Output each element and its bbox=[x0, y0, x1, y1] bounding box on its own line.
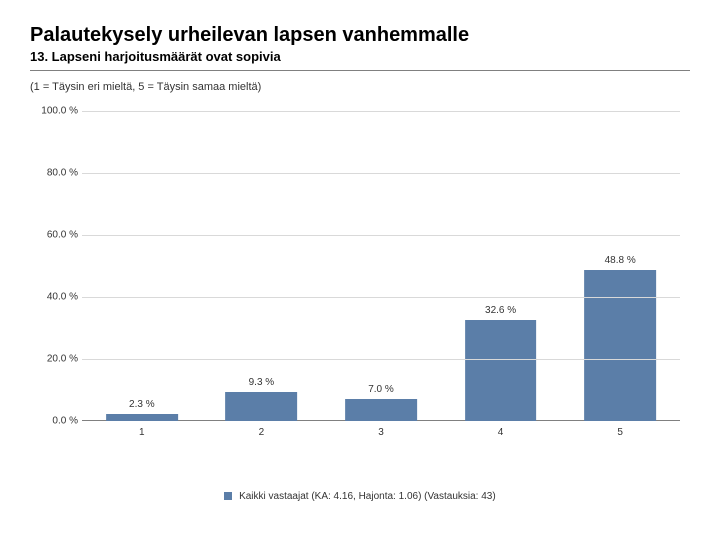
y-tick-label: 40.0 % bbox=[30, 292, 78, 303]
x-tick-label: 5 bbox=[617, 427, 623, 438]
y-tick-label: 100.0 % bbox=[30, 106, 78, 117]
bar-value-label: 32.6 % bbox=[485, 305, 516, 316]
question-subtitle: 13. Lapseni harjoitusmäärät ovat sopivia bbox=[30, 49, 690, 64]
bar-value-label: 2.3 % bbox=[129, 399, 155, 410]
grid-line bbox=[82, 297, 680, 298]
bar bbox=[106, 414, 178, 421]
bar-slot: 7.0 %3 bbox=[321, 111, 441, 421]
x-tick-label: 4 bbox=[498, 427, 504, 438]
bar bbox=[584, 270, 656, 421]
bar bbox=[226, 392, 298, 421]
bar-value-label: 7.0 % bbox=[368, 384, 394, 395]
grid-line bbox=[82, 173, 680, 174]
y-tick-label: 60.0 % bbox=[30, 230, 78, 241]
legend-swatch bbox=[224, 492, 232, 500]
bar bbox=[465, 320, 537, 421]
page: Palautekysely urheilevan lapsen vanhemma… bbox=[0, 0, 720, 540]
bar bbox=[345, 399, 417, 421]
bar-value-label: 48.8 % bbox=[605, 255, 636, 266]
bar-slot: 2.3 %1 bbox=[82, 111, 202, 421]
legend-text: Kaikki vastaajat (KA: 4.16, Hajonta: 1.0… bbox=[239, 491, 496, 502]
grid-line bbox=[82, 235, 680, 236]
divider bbox=[30, 70, 690, 71]
bar-slot: 9.3 %2 bbox=[202, 111, 322, 421]
bar-slot: 48.8 %5 bbox=[560, 111, 680, 421]
bar-slot: 32.6 %4 bbox=[441, 111, 561, 421]
scale-note: (1 = Täysin eri mieltä, 5 = Täysin samaa… bbox=[30, 81, 690, 93]
y-tick-label: 80.0 % bbox=[30, 168, 78, 179]
bar-value-label: 9.3 % bbox=[249, 377, 275, 388]
bars-container: 2.3 %19.3 %27.0 %332.6 %448.8 %5 bbox=[82, 111, 680, 421]
plot-area: 2.3 %19.3 %27.0 %332.6 %448.8 %5 0.0 %20… bbox=[82, 111, 680, 421]
y-tick-label: 20.0 % bbox=[30, 354, 78, 365]
grid-line bbox=[82, 359, 680, 360]
x-tick-label: 1 bbox=[139, 427, 145, 438]
bar-chart: 2.3 %19.3 %27.0 %332.6 %448.8 %5 0.0 %20… bbox=[30, 111, 690, 451]
y-tick-label: 0.0 % bbox=[30, 416, 78, 427]
grid-line bbox=[82, 111, 680, 112]
legend: Kaikki vastaajat (KA: 4.16, Hajonta: 1.0… bbox=[30, 491, 690, 502]
page-title: Palautekysely urheilevan lapsen vanhemma… bbox=[30, 24, 690, 47]
x-tick-label: 3 bbox=[378, 427, 384, 438]
x-tick-label: 2 bbox=[259, 427, 265, 438]
